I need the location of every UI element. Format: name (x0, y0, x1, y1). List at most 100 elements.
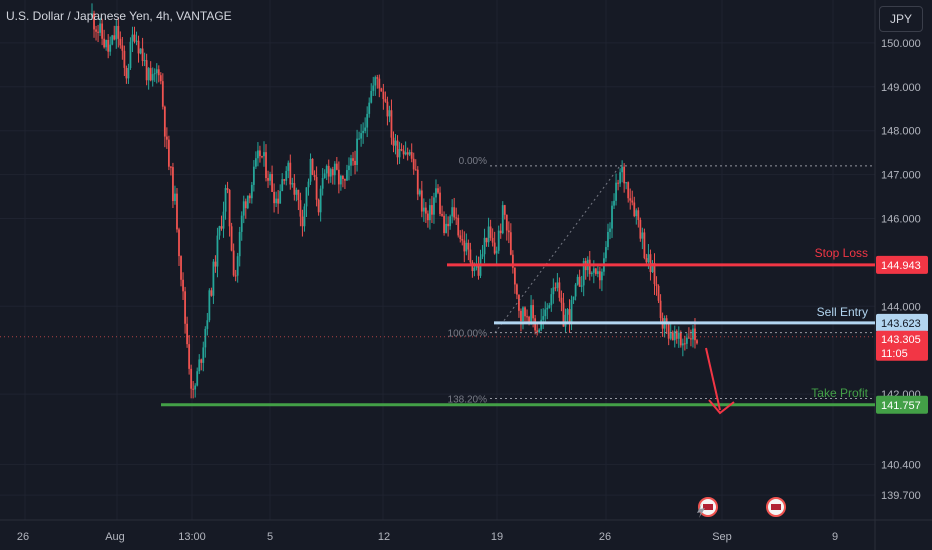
candle-body (667, 323, 670, 339)
candle-body (103, 38, 106, 48)
candle-body (127, 67, 130, 79)
candle-body (443, 215, 445, 233)
candle-body (511, 254, 514, 268)
candle-body (611, 205, 613, 229)
candle-body (222, 211, 225, 229)
candle-body (548, 305, 551, 308)
candle-body (232, 250, 235, 276)
candle-body (200, 359, 203, 363)
stop-loss-label: Stop Loss (815, 246, 868, 260)
candle-body (236, 256, 239, 276)
sell-arrow (705, 347, 721, 411)
candle-body (115, 25, 118, 40)
x-tick-label: 13:00 (178, 531, 206, 543)
candle-body (129, 41, 132, 68)
candle-body (621, 166, 624, 173)
candle-body (445, 223, 447, 233)
candle-body (437, 188, 439, 193)
candle-body (572, 296, 575, 301)
candle-body (366, 113, 369, 128)
candle-body (101, 23, 104, 39)
candle-body (214, 261, 217, 267)
candle-body (99, 23, 101, 33)
y-tick-label: 140.400 (881, 459, 921, 471)
candle-body (408, 152, 411, 155)
candle-body (489, 226, 492, 238)
candle-body (690, 338, 692, 340)
candle-body (368, 102, 371, 114)
candle-body (469, 249, 472, 263)
candle-body (303, 206, 306, 227)
candle-body (673, 330, 676, 341)
candle-body (139, 48, 142, 54)
candle-body (269, 173, 271, 181)
candle-body (117, 25, 120, 39)
candle-body (301, 216, 304, 227)
candle-body (238, 231, 241, 257)
candle-body (657, 285, 660, 301)
currency-button[interactable]: JPY (879, 6, 923, 32)
candle-body (244, 201, 247, 209)
candle-body (147, 68, 150, 81)
fib-label-0: 0.00% (459, 156, 487, 167)
take-profit-price-badge-bg (876, 395, 928, 414)
candle-body (145, 60, 148, 81)
candle-body (178, 229, 180, 257)
candle-body (315, 176, 318, 200)
candle-body (400, 149, 403, 151)
candle-body (631, 200, 634, 203)
candle-body (348, 165, 350, 171)
candle-body (613, 200, 615, 206)
candle-body (198, 359, 201, 372)
candle-body (234, 275, 237, 277)
candle-body (358, 138, 360, 140)
candle-body (495, 250, 498, 254)
candle-body (598, 271, 601, 281)
candle-body (463, 240, 466, 252)
candle-body (623, 166, 626, 184)
candle-body (380, 88, 383, 92)
candle-body (422, 207, 425, 212)
fib-trend-line (494, 165, 621, 333)
candle-body (554, 287, 557, 289)
candle-body (325, 165, 328, 174)
candle-body (435, 188, 437, 198)
sell-arrow-head (708, 399, 735, 415)
countdown-label: 11:05 (881, 348, 908, 360)
candle-body (556, 282, 559, 288)
take-profit-label: Take Profit (811, 386, 868, 400)
candle-body (655, 284, 658, 286)
candle-body (271, 173, 273, 192)
candle-body (392, 137, 395, 146)
y-tick-label: 139.700 (881, 490, 921, 502)
candle-body (524, 307, 526, 317)
candle-body (287, 162, 290, 171)
candle-body (184, 291, 186, 324)
candle-body (305, 187, 308, 207)
sell-entry-price-badge: 143.623 (881, 318, 921, 330)
candle-body (645, 258, 648, 263)
candle-body (416, 169, 419, 195)
candle-body (344, 178, 346, 181)
candle-body (592, 268, 595, 273)
candle-body (265, 152, 267, 178)
candle-body (431, 205, 433, 215)
candle-body (107, 40, 110, 52)
candle-body (283, 179, 286, 181)
candle-body (192, 388, 195, 390)
candle-body (188, 344, 191, 369)
candle-body (360, 133, 363, 139)
candle-body (453, 207, 456, 218)
candle-body (356, 138, 358, 165)
candle-body (588, 259, 591, 275)
candle-body (530, 305, 532, 322)
candle-body (619, 172, 622, 184)
candle-body (167, 139, 170, 167)
candle-body (532, 305, 535, 319)
candle-body (263, 152, 265, 157)
candle-body (429, 205, 431, 221)
candle-body (570, 300, 573, 323)
candle-body (641, 232, 644, 239)
candle-body (633, 202, 636, 217)
